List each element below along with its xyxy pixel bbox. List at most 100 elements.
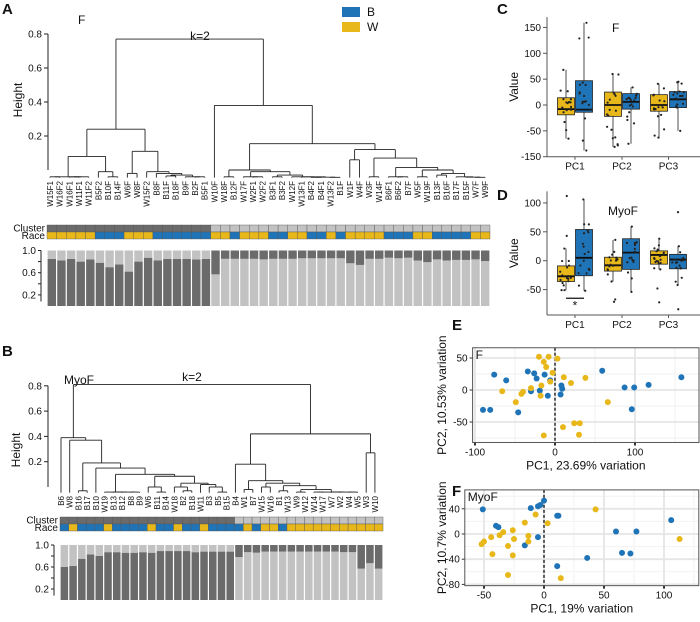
cluster-cell — [147, 516, 157, 525]
membership-bar-lower — [348, 552, 357, 600]
cluster-cell — [339, 516, 349, 525]
race-cell — [216, 523, 227, 532]
x-tick-label: PC3 — [659, 320, 679, 331]
leaf-label: B4F1 — [317, 180, 326, 200]
jitter-point — [629, 97, 632, 101]
race-cell — [191, 231, 202, 240]
scatter-point-W — [676, 536, 683, 543]
membership-bar-lower — [307, 258, 317, 306]
x-tick-label: PC2 — [612, 162, 632, 173]
cluster-cell — [345, 224, 356, 233]
scatter-point-B — [557, 391, 564, 398]
leaf-label: W3F — [365, 181, 374, 198]
race-cell — [277, 231, 288, 240]
membership-bar-upper — [57, 250, 66, 261]
race-cell — [321, 523, 331, 532]
cluster-cell — [181, 224, 192, 233]
membership-bar-lower — [235, 557, 243, 600]
cluster-cell — [112, 516, 122, 525]
membership-bar-lower — [86, 259, 95, 306]
scatter-point-W — [604, 399, 611, 406]
race-cell — [162, 231, 173, 240]
cluster-cell — [268, 224, 279, 233]
cluster-cell — [59, 516, 69, 525]
jitter-point — [662, 87, 666, 90]
membership-bar-lower — [240, 258, 249, 306]
jitter-point — [562, 284, 565, 287]
scatter-point-B — [541, 497, 547, 504]
membership-bar-lower — [156, 551, 165, 600]
height-tick-label: 0.6 — [28, 407, 42, 418]
jitter-point — [585, 272, 588, 275]
scatter-point-W — [528, 385, 534, 392]
jitter-point — [608, 256, 611, 259]
jitter-point — [613, 250, 616, 253]
cluster-cell — [94, 516, 104, 525]
cluster-cell — [356, 516, 366, 525]
data-point — [612, 300, 616, 303]
jitter-point — [578, 37, 581, 40]
leaf-label: W16F2 — [56, 180, 65, 206]
membership-bar-upper — [339, 545, 348, 553]
scatter-point-B — [559, 385, 566, 392]
scatter-point-B — [480, 406, 486, 413]
scatter-point-W — [547, 378, 554, 385]
scatter-point-B — [584, 554, 591, 561]
leaf-label: B13F — [433, 181, 442, 200]
data-point — [677, 80, 680, 83]
x-tick-label: 0 — [541, 591, 547, 602]
jitter-point — [632, 122, 636, 125]
cluster-cell — [347, 516, 358, 525]
membership-bar-upper — [240, 250, 249, 259]
jitter-point — [628, 104, 631, 107]
membership-bar-upper — [269, 250, 278, 259]
cluster-cell — [162, 224, 173, 233]
membership-bar-lower — [297, 258, 307, 306]
scatter-point-W — [478, 541, 485, 548]
membership-bar-upper — [317, 250, 326, 259]
leaf-label: W1 — [240, 495, 249, 508]
cluster-cell — [374, 516, 384, 525]
race-cell — [199, 523, 209, 532]
cluster-cell — [286, 516, 296, 525]
leaf-label: W6 — [144, 495, 153, 508]
scatter-point-B — [678, 374, 685, 381]
cluster-cell — [269, 516, 279, 525]
cluster-cell — [335, 224, 346, 233]
plot-background — [472, 347, 699, 443]
cluster-cell — [287, 224, 298, 233]
membership-bar-upper — [211, 250, 220, 275]
membership-bar-lower — [165, 551, 173, 600]
jitter-point — [610, 128, 613, 131]
scatter-point-W — [557, 575, 564, 582]
scatter-point-W — [505, 571, 511, 578]
jitter-point — [662, 251, 665, 254]
height-tick-label: 0.8 — [28, 381, 42, 392]
membership-bar-lower — [480, 261, 490, 306]
cluster-cell — [191, 224, 202, 233]
jitter-point — [607, 114, 610, 117]
membership-bar-lower — [452, 259, 461, 306]
race-cell — [239, 231, 250, 240]
leaf-label: B18F — [172, 181, 181, 200]
cluster-cell — [460, 224, 471, 233]
leaf-label: B16F — [442, 181, 451, 200]
membership-bar-upper — [182, 250, 191, 259]
membership-bar-lower — [86, 554, 95, 600]
jitter-point — [561, 106, 564, 109]
jitter-point — [652, 107, 656, 110]
jitter-point — [562, 98, 565, 101]
leaf-label: W12 — [301, 495, 310, 512]
membership-bar-upper — [261, 545, 269, 552]
cluster-cell — [312, 516, 323, 525]
plot-border — [464, 489, 700, 587]
leaf-label: W13 — [284, 495, 293, 512]
data-point — [563, 247, 566, 250]
height-tick-label: 0.6 — [28, 64, 42, 75]
jitter-point — [657, 244, 661, 247]
membership-bar-upper — [139, 545, 147, 553]
membership-bar-lower — [163, 258, 172, 306]
y-tick-label: 100 — [524, 198, 541, 209]
jitter-point — [663, 128, 666, 131]
jitter-point — [626, 271, 630, 274]
